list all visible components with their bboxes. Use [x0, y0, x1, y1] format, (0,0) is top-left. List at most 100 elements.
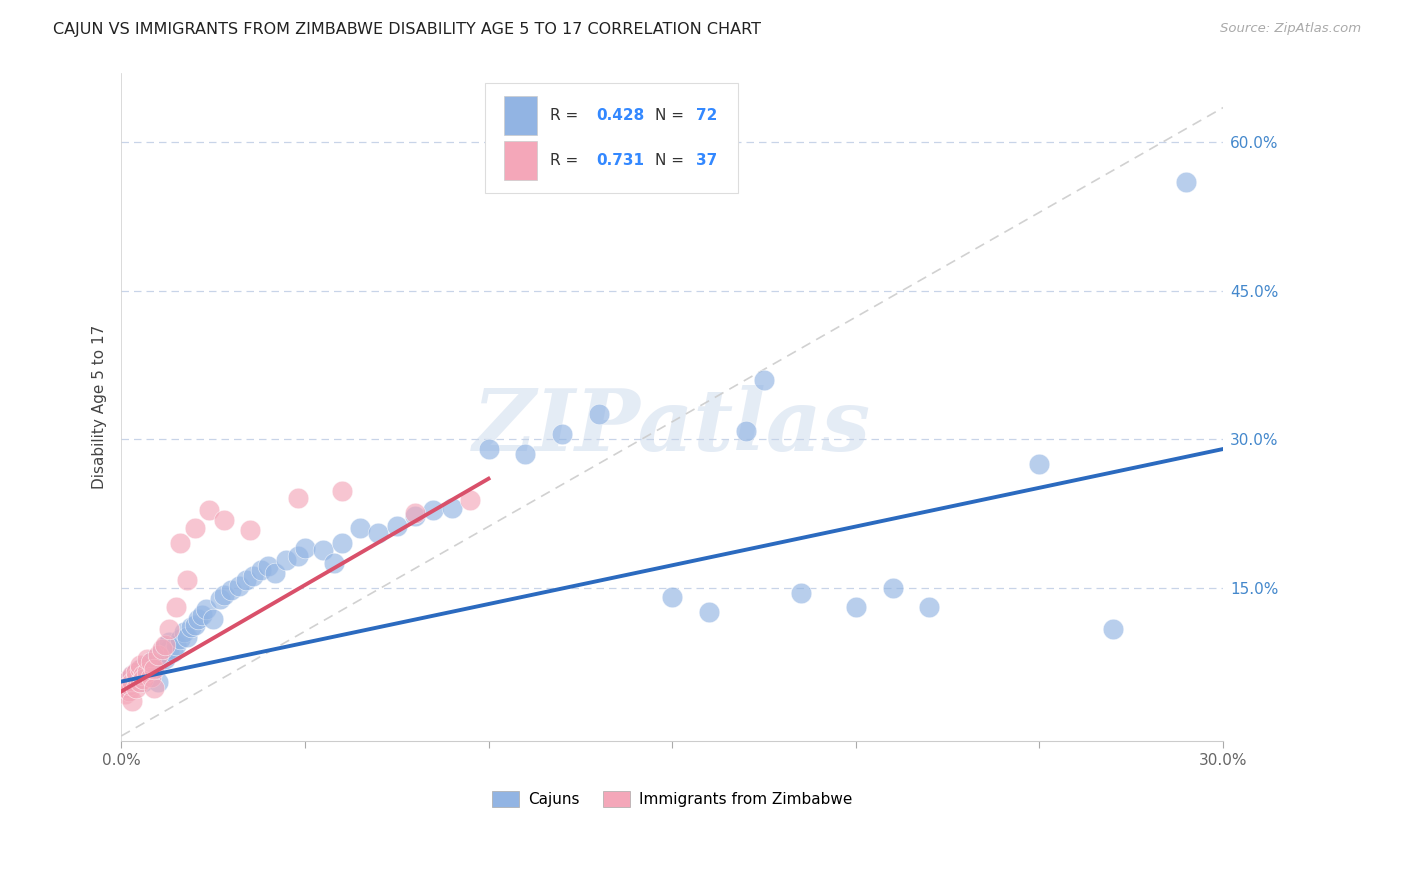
- Point: [176, 573, 198, 587]
- Point: [882, 581, 904, 595]
- Point: [125, 665, 148, 679]
- Point: [155, 638, 177, 652]
- Point: [125, 665, 148, 679]
- Point: [121, 694, 143, 708]
- Point: [146, 674, 169, 689]
- Point: [440, 501, 463, 516]
- Point: [1028, 457, 1050, 471]
- Point: [918, 600, 941, 615]
- Point: [157, 641, 180, 656]
- Point: [128, 657, 150, 672]
- Point: [128, 674, 150, 689]
- Point: [157, 635, 180, 649]
- Point: [136, 652, 159, 666]
- Point: [121, 667, 143, 681]
- FancyBboxPatch shape: [485, 83, 738, 194]
- Point: [330, 483, 353, 498]
- Point: [264, 566, 287, 580]
- Point: [136, 665, 159, 679]
- Bar: [503, 141, 537, 180]
- Point: [404, 509, 426, 524]
- Point: [422, 503, 444, 517]
- Point: [202, 612, 225, 626]
- Point: [132, 674, 155, 689]
- Point: [139, 670, 162, 684]
- Text: R =: R =: [550, 108, 583, 123]
- Point: [162, 645, 184, 659]
- Point: [155, 652, 177, 666]
- Point: [128, 662, 150, 676]
- Point: [385, 519, 408, 533]
- Text: 72: 72: [696, 108, 718, 123]
- Point: [198, 503, 221, 517]
- Point: [183, 618, 205, 632]
- Point: [173, 625, 195, 640]
- Text: Source: ZipAtlas.com: Source: ZipAtlas.com: [1220, 22, 1361, 36]
- Point: [117, 677, 139, 691]
- Point: [294, 541, 316, 555]
- Point: [150, 641, 173, 656]
- Point: [169, 536, 191, 550]
- Text: N =: N =: [655, 108, 689, 123]
- Point: [114, 680, 136, 694]
- Point: [212, 589, 235, 603]
- Point: [330, 536, 353, 550]
- Point: [143, 681, 166, 696]
- Point: [367, 526, 389, 541]
- Point: [212, 513, 235, 527]
- Point: [349, 521, 371, 535]
- Point: [114, 681, 136, 696]
- Point: [132, 672, 155, 686]
- Point: [323, 556, 346, 570]
- Point: [515, 447, 537, 461]
- Point: [180, 620, 202, 634]
- Point: [287, 549, 309, 563]
- Point: [176, 630, 198, 644]
- Point: [125, 672, 148, 686]
- Text: CAJUN VS IMMIGRANTS FROM ZIMBABWE DISABILITY AGE 5 TO 17 CORRELATION CHART: CAJUN VS IMMIGRANTS FROM ZIMBABWE DISABI…: [53, 22, 762, 37]
- Point: [132, 667, 155, 681]
- Point: [257, 558, 280, 573]
- Point: [114, 688, 136, 702]
- Point: [404, 506, 426, 520]
- Text: 0.428: 0.428: [596, 108, 644, 123]
- Point: [125, 670, 148, 684]
- Point: [117, 684, 139, 698]
- Text: 0.731: 0.731: [596, 153, 644, 168]
- Point: [165, 600, 187, 615]
- Point: [221, 582, 243, 597]
- Point: [191, 608, 214, 623]
- Point: [187, 612, 209, 626]
- Point: [588, 408, 610, 422]
- Point: [287, 491, 309, 506]
- Text: ZIPatlas: ZIPatlas: [472, 385, 872, 469]
- Point: [155, 640, 177, 654]
- Point: [697, 605, 720, 619]
- Point: [239, 523, 262, 537]
- Point: [242, 568, 264, 582]
- Point: [150, 645, 173, 659]
- Point: [139, 655, 162, 669]
- Point: [157, 622, 180, 636]
- Point: [121, 674, 143, 689]
- Point: [228, 578, 250, 592]
- Point: [117, 677, 139, 691]
- Point: [132, 659, 155, 673]
- Point: [146, 655, 169, 669]
- Point: [661, 591, 683, 605]
- Text: N =: N =: [655, 153, 689, 168]
- Point: [551, 427, 574, 442]
- Point: [165, 638, 187, 652]
- Point: [1175, 175, 1198, 189]
- Point: [136, 657, 159, 672]
- Bar: [503, 96, 537, 135]
- Legend: Cajuns, Immigrants from Zimbabwe: Cajuns, Immigrants from Zimbabwe: [485, 785, 859, 814]
- Point: [117, 672, 139, 686]
- Point: [125, 681, 148, 696]
- Point: [312, 543, 335, 558]
- Point: [1102, 622, 1125, 636]
- Point: [121, 667, 143, 681]
- Point: [845, 600, 868, 615]
- Text: 37: 37: [696, 153, 717, 168]
- Point: [752, 373, 775, 387]
